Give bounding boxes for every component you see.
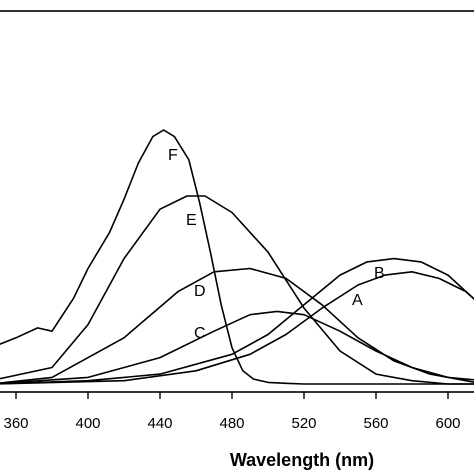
curve-label-B: B [374, 265, 385, 282]
x-tick-label-560: 560 [363, 415, 388, 432]
x-tick-label-480: 480 [219, 415, 244, 432]
series-line-F [0, 129, 474, 385]
curve-label-D: D [194, 283, 206, 300]
x-tick-label-400: 400 [75, 415, 100, 432]
series-line-E [0, 195, 474, 385]
curve-label-A: A [352, 292, 363, 309]
curve-label-C: C [194, 325, 206, 342]
x-tick-label-600: 600 [435, 415, 460, 432]
series-line-D [0, 267, 474, 384]
series-line-C [0, 310, 474, 385]
curve-label-F: F [168, 147, 178, 164]
curves-group [0, 129, 474, 385]
x-tick-label-440: 440 [147, 415, 172, 432]
plot-frame [0, 10, 474, 393]
x-axis-title: Wavelength (nm) [230, 450, 374, 470]
x-ticks-group [15, 392, 449, 399]
x-tick-label-360: 360 [3, 415, 28, 432]
series-line-A [0, 271, 474, 385]
curve-label-E: E [186, 212, 197, 229]
x-tick-label-520: 520 [291, 415, 316, 432]
series-line-B [0, 257, 474, 385]
